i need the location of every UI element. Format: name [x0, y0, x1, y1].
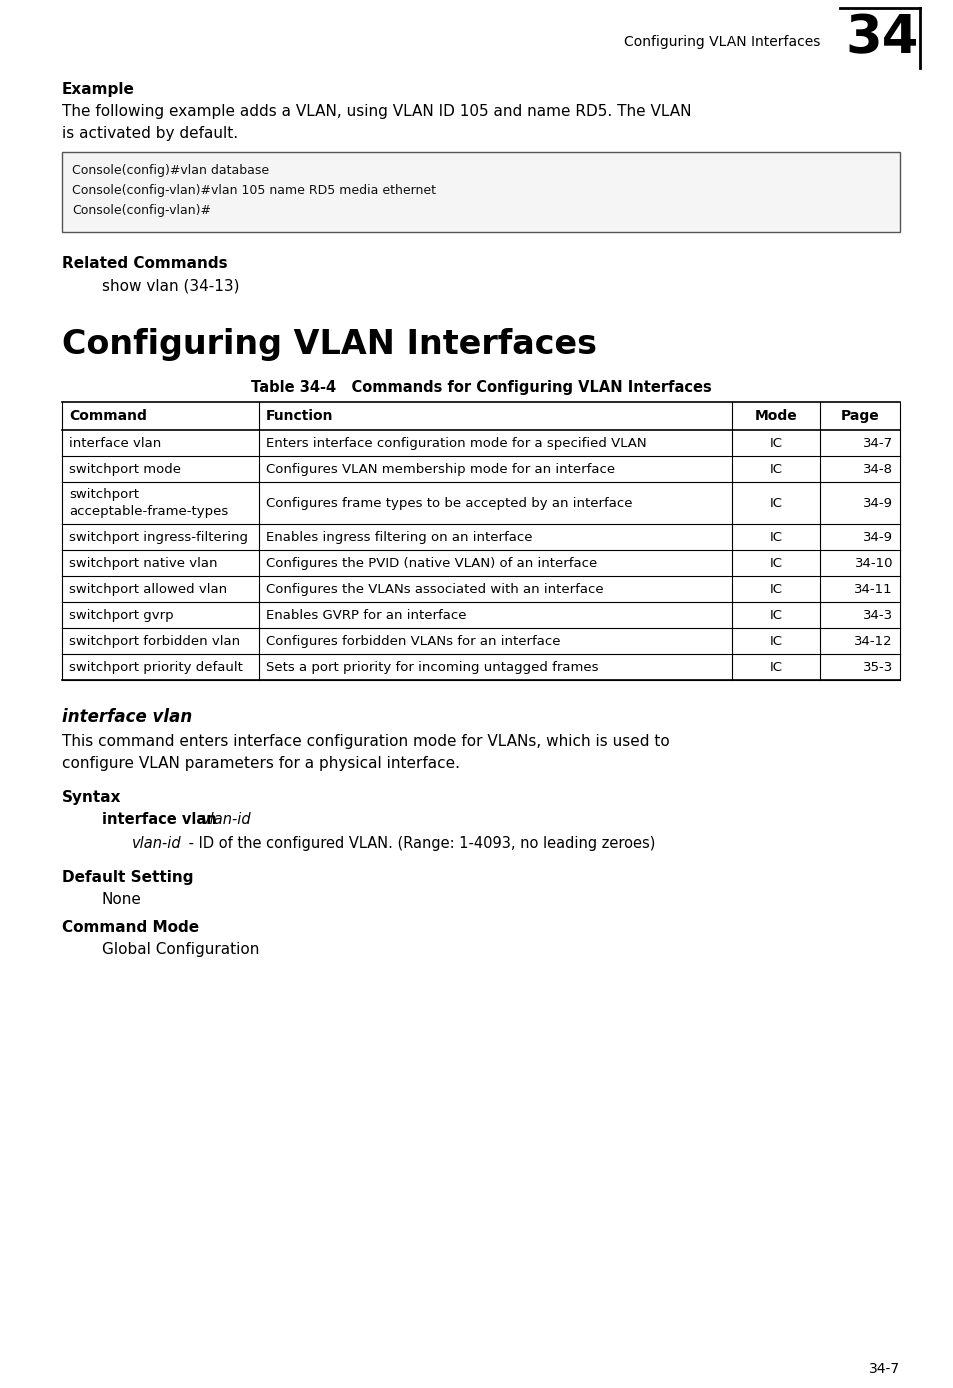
Text: vlan-id: vlan-id — [132, 836, 181, 851]
Text: 34-11: 34-11 — [854, 583, 892, 595]
Text: Command Mode: Command Mode — [62, 920, 199, 936]
Text: 34-8: 34-8 — [862, 462, 892, 476]
Text: switchport
acceptable-frame-types: switchport acceptable-frame-types — [69, 489, 228, 518]
Text: Enables GVRP for an interface: Enables GVRP for an interface — [266, 608, 466, 622]
Text: switchport mode: switchport mode — [69, 462, 181, 476]
Bar — [62, 153, 899, 232]
Text: IC: IC — [769, 661, 782, 673]
Text: Configures the VLANs associated with an interface: Configures the VLANs associated with an … — [266, 583, 603, 595]
Text: Configures frame types to be accepted by an interface: Configures frame types to be accepted by… — [266, 497, 632, 509]
Text: 34: 34 — [844, 12, 918, 64]
Text: Configures the PVID (native VLAN) of an interface: Configures the PVID (native VLAN) of an … — [266, 557, 597, 569]
Text: Example: Example — [62, 82, 134, 97]
Text: IC: IC — [769, 436, 782, 450]
Text: IC: IC — [769, 497, 782, 509]
Text: Configures VLAN membership mode for an interface: Configures VLAN membership mode for an i… — [266, 462, 615, 476]
Text: switchport forbidden vlan: switchport forbidden vlan — [69, 634, 240, 647]
Text: Command: Command — [69, 409, 147, 423]
Text: None: None — [102, 892, 142, 906]
Text: IC: IC — [769, 530, 782, 544]
Text: Function: Function — [266, 409, 334, 423]
Text: Configures forbidden VLANs for an interface: Configures forbidden VLANs for an interf… — [266, 634, 559, 647]
Text: 34-7: 34-7 — [868, 1362, 899, 1376]
Text: Enters interface configuration mode for a specified VLAN: Enters interface configuration mode for … — [266, 436, 646, 450]
Text: vlan-id: vlan-id — [202, 812, 252, 827]
Text: Mode: Mode — [754, 409, 797, 423]
Text: The following example adds a VLAN, using VLAN ID 105 and name RD5. The VLAN
is a: The following example adds a VLAN, using… — [62, 104, 691, 140]
Text: interface vlan: interface vlan — [69, 436, 161, 450]
Text: Console(config-vlan)#vlan 105 name RD5 media ethernet: Console(config-vlan)#vlan 105 name RD5 m… — [71, 185, 436, 197]
Text: Default Setting: Default Setting — [62, 870, 193, 886]
Text: switchport allowed vlan: switchport allowed vlan — [69, 583, 227, 595]
Text: 34-9: 34-9 — [862, 530, 892, 544]
Text: switchport gvrp: switchport gvrp — [69, 608, 173, 622]
Text: 34-3: 34-3 — [862, 608, 892, 622]
Text: switchport native vlan: switchport native vlan — [69, 557, 217, 569]
Text: 35-3: 35-3 — [862, 661, 892, 673]
Text: IC: IC — [769, 583, 782, 595]
Text: Enables ingress filtering on an interface: Enables ingress filtering on an interfac… — [266, 530, 532, 544]
Text: Console(config-vlan)#: Console(config-vlan)# — [71, 204, 211, 217]
Text: Syntax: Syntax — [62, 790, 121, 805]
Text: show vlan (34-13): show vlan (34-13) — [102, 278, 239, 293]
Text: This command enters interface configuration mode for VLANs, which is used to
con: This command enters interface configurat… — [62, 734, 669, 770]
Text: Console(config)#vlan database: Console(config)#vlan database — [71, 164, 269, 178]
Text: Table 34-4   Commands for Configuring VLAN Interfaces: Table 34-4 Commands for Configuring VLAN… — [251, 380, 711, 396]
Text: 34-7: 34-7 — [862, 436, 892, 450]
Text: 34-12: 34-12 — [854, 634, 892, 647]
Text: IC: IC — [769, 557, 782, 569]
Text: switchport ingress-filtering: switchport ingress-filtering — [69, 530, 248, 544]
Text: IC: IC — [769, 634, 782, 647]
Text: - ID of the configured VLAN. (Range: 1-4093, no leading zeroes): - ID of the configured VLAN. (Range: 1-4… — [184, 836, 655, 851]
Text: interface vlan: interface vlan — [102, 812, 216, 827]
Text: Sets a port priority for incoming untagged frames: Sets a port priority for incoming untagg… — [266, 661, 598, 673]
Text: IC: IC — [769, 608, 782, 622]
Text: Page: Page — [840, 409, 879, 423]
Text: Related Commands: Related Commands — [62, 255, 228, 271]
Text: 34-10: 34-10 — [854, 557, 892, 569]
Text: 34-9: 34-9 — [862, 497, 892, 509]
Text: interface vlan: interface vlan — [62, 708, 193, 726]
Text: Global Configuration: Global Configuration — [102, 942, 259, 956]
Text: IC: IC — [769, 462, 782, 476]
Text: Configuring VLAN Interfaces: Configuring VLAN Interfaces — [62, 328, 597, 361]
Text: switchport priority default: switchport priority default — [69, 661, 243, 673]
Text: Configuring VLAN Interfaces: Configuring VLAN Interfaces — [623, 35, 820, 49]
